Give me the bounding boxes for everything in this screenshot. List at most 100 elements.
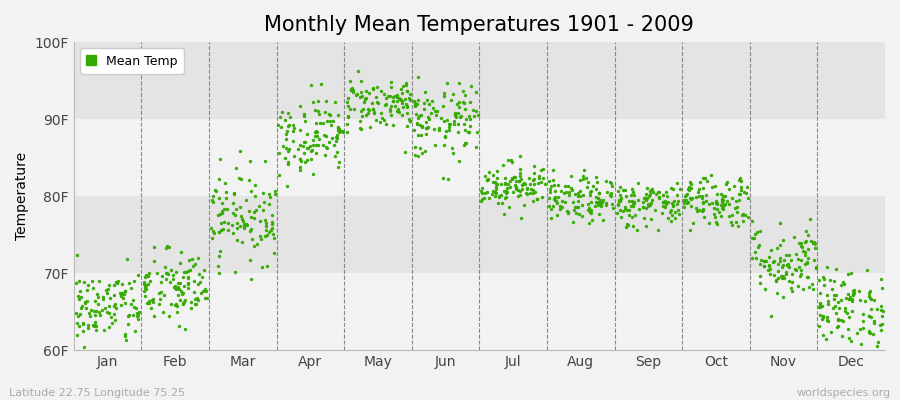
Point: [260, 231, 274, 238]
Point: [813, 304, 827, 311]
Point: [625, 186, 639, 192]
Point: [398, 96, 412, 102]
Point: [236, 218, 250, 224]
Point: [243, 157, 257, 164]
Point: [205, 235, 220, 242]
Point: [720, 198, 734, 204]
Point: [408, 100, 422, 106]
Point: [310, 98, 325, 104]
Point: [734, 187, 749, 193]
Point: [502, 204, 517, 210]
Point: [214, 210, 229, 216]
Point: [80, 356, 94, 362]
Point: [281, 148, 295, 154]
Point: [166, 276, 181, 282]
Point: [531, 180, 545, 186]
Point: [511, 193, 526, 199]
Point: [508, 174, 523, 180]
Point: [137, 288, 151, 294]
Point: [480, 177, 494, 184]
Point: [671, 198, 686, 204]
Point: [436, 175, 450, 181]
Point: [801, 274, 815, 280]
Point: [638, 196, 652, 203]
Point: [147, 244, 161, 251]
Point: [716, 202, 730, 209]
Point: [532, 172, 546, 179]
Point: [520, 185, 535, 191]
Point: [216, 226, 230, 232]
Point: [461, 129, 475, 135]
Point: [328, 153, 342, 160]
Point: [375, 115, 390, 122]
Point: [303, 148, 318, 154]
Point: [72, 323, 86, 329]
Point: [378, 102, 392, 108]
Point: [177, 282, 192, 289]
Point: [87, 323, 102, 329]
Point: [122, 280, 137, 286]
Point: [548, 194, 562, 200]
Point: [279, 131, 293, 137]
Point: [820, 317, 834, 323]
Point: [732, 197, 746, 204]
Point: [173, 280, 187, 286]
Point: [728, 198, 742, 204]
Point: [100, 290, 114, 296]
Point: [663, 207, 678, 214]
Point: [862, 288, 877, 294]
Point: [695, 195, 709, 201]
Point: [344, 87, 358, 93]
Point: [813, 300, 827, 306]
Point: [212, 176, 226, 182]
Point: [346, 89, 361, 95]
Point: [696, 206, 710, 212]
Point: [708, 182, 723, 189]
Legend: Mean Temp: Mean Temp: [80, 48, 184, 74]
Point: [272, 150, 286, 156]
Bar: [74, 42, 885, 119]
Point: [241, 207, 256, 214]
Point: [72, 295, 86, 302]
Point: [792, 240, 806, 246]
Point: [341, 95, 356, 101]
Point: [379, 120, 393, 127]
Point: [211, 212, 225, 218]
Point: [856, 311, 870, 317]
Point: [172, 323, 186, 329]
Point: [776, 273, 790, 280]
Point: [814, 316, 829, 322]
Point: [393, 96, 408, 103]
Point: [279, 136, 293, 142]
Point: [856, 318, 870, 324]
Point: [875, 313, 889, 320]
Point: [196, 267, 211, 274]
Point: [554, 198, 569, 204]
Point: [415, 123, 429, 130]
Point: [440, 117, 454, 123]
Point: [75, 303, 89, 309]
Point: [217, 218, 231, 225]
Point: [239, 197, 254, 204]
Point: [420, 97, 435, 103]
Point: [665, 212, 680, 218]
Point: [355, 112, 369, 119]
Point: [491, 200, 506, 206]
Point: [273, 113, 287, 120]
Point: [247, 215, 261, 221]
Point: [388, 103, 402, 110]
Point: [726, 183, 741, 189]
Point: [770, 261, 785, 268]
Point: [130, 310, 144, 316]
Point: [298, 138, 312, 145]
Point: [340, 112, 355, 119]
Text: worldspecies.org: worldspecies.org: [796, 388, 891, 398]
Point: [339, 99, 354, 106]
Point: [613, 206, 627, 213]
Point: [536, 166, 550, 172]
Point: [450, 110, 464, 117]
Point: [206, 198, 220, 205]
Point: [395, 90, 410, 96]
Point: [497, 188, 511, 194]
Point: [293, 167, 308, 173]
